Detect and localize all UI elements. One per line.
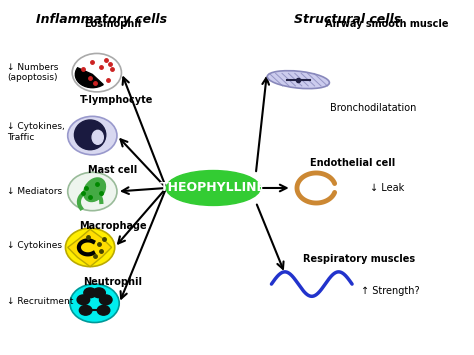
Text: Eosinophil: Eosinophil bbox=[84, 18, 141, 28]
Circle shape bbox=[70, 284, 119, 323]
Text: ↓ Numbers
(apoptosis): ↓ Numbers (apoptosis) bbox=[7, 63, 59, 82]
Ellipse shape bbox=[84, 178, 105, 202]
Polygon shape bbox=[68, 229, 111, 267]
Ellipse shape bbox=[166, 170, 260, 206]
Text: T-lymphocyte: T-lymphocyte bbox=[80, 95, 154, 105]
Ellipse shape bbox=[74, 120, 106, 150]
Circle shape bbox=[93, 288, 105, 298]
Text: ↓ Cytokines,
Traffic: ↓ Cytokines, Traffic bbox=[7, 122, 65, 142]
Text: Respiratory muscles: Respiratory muscles bbox=[303, 255, 415, 264]
Circle shape bbox=[77, 295, 90, 305]
Circle shape bbox=[97, 305, 110, 315]
Text: ↓ Mediators: ↓ Mediators bbox=[7, 187, 63, 196]
Circle shape bbox=[68, 172, 117, 211]
Text: ↓ Recruitment: ↓ Recruitment bbox=[7, 297, 73, 306]
Text: Mast cell: Mast cell bbox=[88, 165, 137, 175]
Text: Inflammatory cells: Inflammatory cells bbox=[36, 13, 167, 26]
Circle shape bbox=[72, 54, 121, 92]
Ellipse shape bbox=[92, 130, 103, 144]
Text: ↓ Leak: ↓ Leak bbox=[370, 183, 404, 193]
Circle shape bbox=[84, 288, 96, 298]
Circle shape bbox=[65, 228, 115, 267]
Text: Structural cells: Structural cells bbox=[294, 13, 401, 26]
Text: THEOPHYLLINE: THEOPHYLLINE bbox=[160, 181, 266, 195]
Text: Macrophage: Macrophage bbox=[79, 221, 146, 231]
Text: Endothelial cell: Endothelial cell bbox=[310, 158, 395, 168]
Circle shape bbox=[79, 305, 92, 315]
Text: Airway smooth muscle: Airway smooth muscle bbox=[325, 18, 449, 28]
Text: ↓ Cytokines: ↓ Cytokines bbox=[7, 241, 62, 250]
Circle shape bbox=[100, 295, 112, 305]
Text: ↑ Strength?: ↑ Strength? bbox=[361, 286, 419, 296]
Wedge shape bbox=[75, 68, 103, 88]
Ellipse shape bbox=[267, 71, 329, 89]
Text: Bronchodilatation: Bronchodilatation bbox=[330, 103, 416, 113]
Circle shape bbox=[68, 116, 117, 155]
Text: Neutrophil: Neutrophil bbox=[83, 277, 142, 287]
